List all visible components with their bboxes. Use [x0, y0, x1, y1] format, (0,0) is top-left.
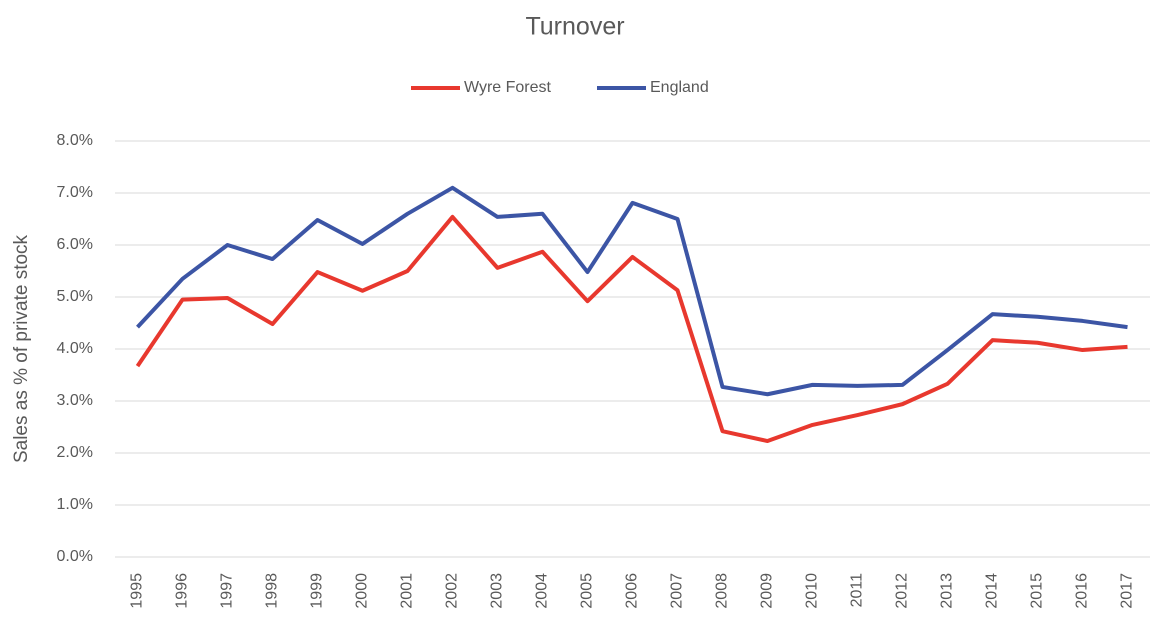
y-tick-label: 7.0% [57, 184, 93, 201]
y-tick-label: 4.0% [57, 340, 93, 357]
y-tick-label: 1.0% [57, 496, 93, 513]
x-tick-label: 1995 [129, 573, 146, 609]
x-tick-label: 1998 [264, 573, 281, 609]
x-tick-label: 1999 [309, 573, 326, 609]
x-tick-label: 2001 [399, 573, 416, 609]
x-tick-label: 2002 [444, 573, 461, 609]
x-tick-label: 2013 [939, 573, 956, 609]
x-tick-label: 2003 [489, 573, 506, 609]
x-tick-label: 2010 [804, 573, 821, 609]
x-tick-label: 2012 [894, 573, 911, 609]
x-tick-label: 2011 [849, 573, 866, 608]
x-tick-label: 2015 [1029, 573, 1046, 609]
x-tick-label: 2016 [1074, 573, 1091, 609]
y-tick-label: 3.0% [57, 392, 93, 409]
x-tick-label: 1996 [174, 573, 191, 609]
chart-title: Turnover [525, 13, 624, 41]
y-tick-label: 6.0% [57, 236, 93, 253]
y-tick-label: 5.0% [57, 288, 93, 305]
y-tick-label: 0.0% [57, 548, 93, 565]
legend-label: England [650, 79, 709, 96]
x-tick-label: 2005 [579, 573, 596, 609]
x-tick-label: 2017 [1119, 573, 1136, 609]
series-line [136, 185, 1128, 397]
y-axis-label: Sales as % of private stock [11, 234, 32, 463]
x-tick-label: 2006 [624, 573, 641, 609]
x-tick-label: 2007 [669, 573, 686, 609]
legend-label: Wyre Forest [464, 79, 552, 96]
series-line [135, 214, 1128, 444]
x-tick-label: 2008 [714, 573, 731, 609]
y-tick-label: 8.0% [57, 132, 93, 149]
x-tick-label: 1997 [219, 573, 236, 609]
x-tick-label: 2000 [354, 573, 371, 609]
x-tick-label: 2009 [759, 573, 776, 609]
x-tick-label: 2004 [534, 573, 551, 609]
y-tick-label: 2.0% [57, 444, 93, 461]
x-tick-label: 2014 [984, 573, 1001, 609]
